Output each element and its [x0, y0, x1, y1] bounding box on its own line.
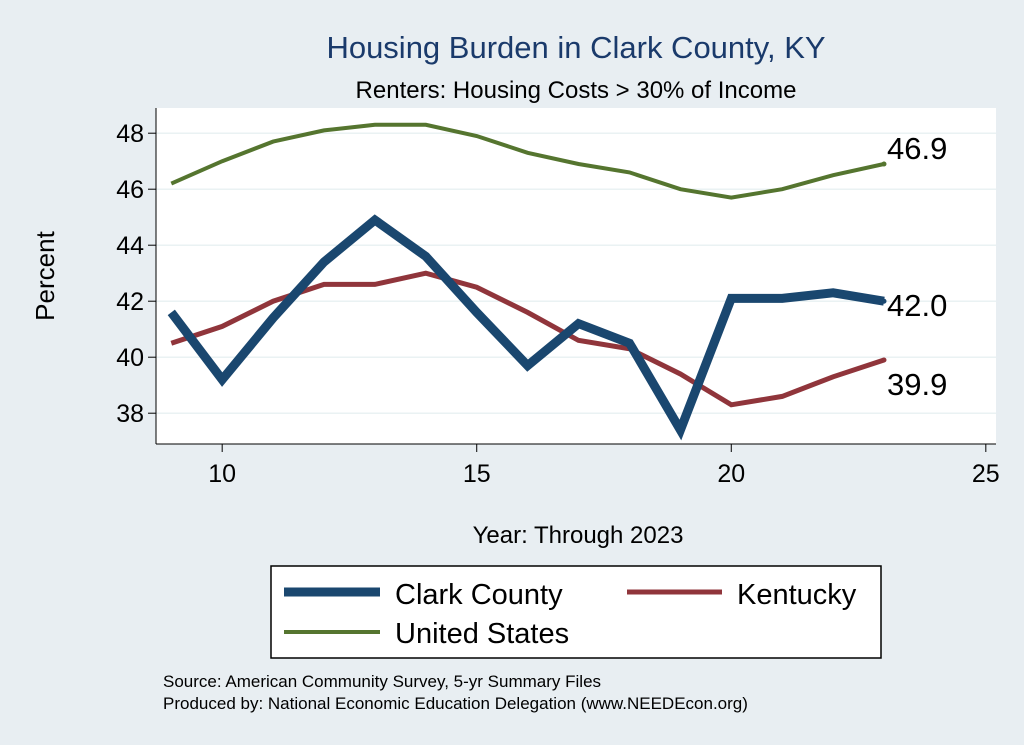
- footer-produced: Produced by: National Economic Education…: [163, 694, 748, 713]
- y-tick-label: 46: [116, 176, 144, 204]
- series-line-united-states: [170, 122, 885, 200]
- legend-box: [270, 565, 882, 659]
- y-tick-label: 42: [116, 288, 144, 316]
- legend-label-kentucky: Kentucky: [737, 579, 857, 611]
- end-labels: 46.9 39.9 42.0: [887, 131, 947, 402]
- chart-title: Housing Burden in Clark County, KY: [326, 30, 825, 65]
- series-line-clark-county: [167, 214, 885, 441]
- gridlines: [156, 132, 996, 414]
- x-tick-label: 15: [463, 460, 491, 488]
- x-tick-label: 25: [972, 460, 1000, 488]
- y-tick-label: 48: [116, 120, 144, 148]
- y-tick-label: 38: [116, 400, 144, 428]
- y-axis-label: Percent: [30, 230, 60, 320]
- legend-label-us: United States: [395, 618, 569, 650]
- plot-area: [156, 108, 996, 444]
- end-label-kentucky: 39.9: [887, 367, 947, 402]
- end-label-clark-county: 42.0: [887, 288, 947, 323]
- x-tick-label: 10: [208, 460, 236, 488]
- x-tick-label: 20: [717, 460, 745, 488]
- legend: Clark County Kentucky United States: [270, 565, 882, 659]
- end-label-united-states: 46.9: [887, 131, 947, 166]
- series-lines: [167, 122, 887, 441]
- end-point-kentucky: [881, 357, 887, 363]
- end-point-clark-county: [881, 298, 887, 304]
- axis-ticks: 38 40 42 44 46 48 10 15 20 25: [116, 120, 1000, 488]
- y-tick-label: 44: [116, 232, 144, 260]
- chart-subtitle: Renters: Housing Costs > 30% of Income: [356, 77, 797, 104]
- y-tick-label: 40: [116, 344, 144, 372]
- footer-source: Source: American Community Survey, 5-yr …: [163, 672, 601, 691]
- end-point-united-states: [881, 161, 887, 167]
- x-axis-label: Year: Through 2023: [473, 522, 684, 549]
- legend-label-clark: Clark County: [395, 579, 563, 611]
